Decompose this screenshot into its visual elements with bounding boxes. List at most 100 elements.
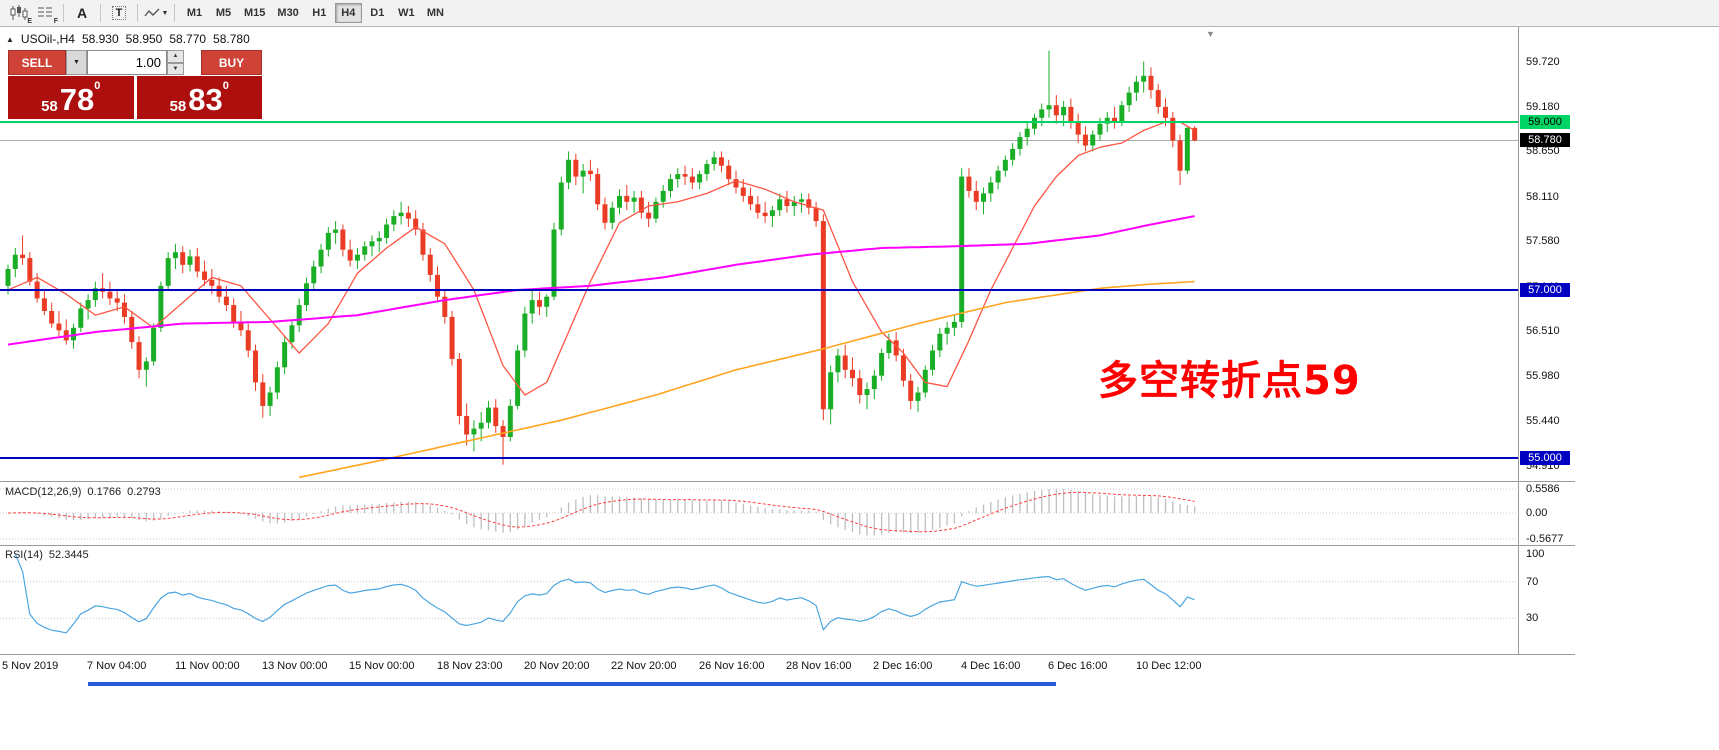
candle-body xyxy=(675,174,681,180)
bar-low-value: 58.770 xyxy=(169,32,207,46)
icon-subletter: E xyxy=(27,17,32,25)
rsi-axis-label: 70 xyxy=(1526,576,1539,588)
volume-dropdown-button[interactable]: ▼ xyxy=(66,50,87,75)
sell-button[interactable]: SELL xyxy=(8,50,66,75)
candle-body xyxy=(303,283,309,306)
sell-price-display[interactable]: 58 78 0 xyxy=(8,76,134,119)
candle-body xyxy=(1017,137,1023,149)
candle-body xyxy=(551,229,557,297)
candle-body xyxy=(558,182,564,230)
candle-body xyxy=(791,201,797,206)
buy-button[interactable]: BUY xyxy=(201,50,262,75)
candle-body xyxy=(478,422,484,429)
candle-body xyxy=(900,355,906,381)
candle-body xyxy=(1112,117,1118,122)
chart-text-annotation: 多空转折点59 xyxy=(1098,358,1361,404)
timeframe-mn[interactable]: MN xyxy=(422,3,449,23)
candle-body xyxy=(267,392,273,406)
panel-separator[interactable] xyxy=(0,545,1575,546)
candle-body xyxy=(820,221,826,410)
time-label: 18 Nov 23:00 xyxy=(437,660,503,672)
bar-high-value: 58.950 xyxy=(125,32,163,46)
volume-increase-button[interactable]: ▲ xyxy=(167,50,184,63)
candle-body xyxy=(966,176,972,191)
template-icon[interactable]: T xyxy=(106,3,132,24)
rsi-line xyxy=(14,553,1195,634)
candle-body xyxy=(748,195,754,205)
buy-price-pips: 83 xyxy=(188,82,223,117)
candle-body xyxy=(944,327,950,334)
candle-body xyxy=(1002,159,1008,171)
volume-decrease-button[interactable]: ▼ xyxy=(167,62,184,75)
toolbar-separator xyxy=(63,4,64,22)
time-axis[interactable]: 5 Nov 2019 7 Nov 04:00 11 Nov 00:00 13 Nov … xyxy=(0,654,1575,676)
timeframe-m1[interactable]: M1 xyxy=(181,3,208,23)
chart-ohlc-header: ▲ USOil-,H4 58.930 58.950 58.770 58.780 xyxy=(6,32,250,46)
icon-subletter: F xyxy=(53,17,58,25)
volume-input[interactable] xyxy=(87,50,167,75)
timeframe-m15[interactable]: M15 xyxy=(239,3,270,23)
timeframe-m30[interactable]: M30 xyxy=(272,3,303,23)
candle-body xyxy=(544,296,550,307)
candle-body xyxy=(580,170,586,177)
timeframe-w1[interactable]: W1 xyxy=(393,3,420,23)
time-label: 2 Dec 16:00 xyxy=(873,660,933,672)
time-label: 28 Nov 16:00 xyxy=(786,660,852,672)
candle-body xyxy=(828,372,834,410)
time-label: 20 Nov 20:00 xyxy=(524,660,590,672)
panel-separator[interactable] xyxy=(0,481,1575,482)
timeframe-d1[interactable]: D1 xyxy=(364,3,391,23)
candle-body xyxy=(893,340,899,356)
candle-body xyxy=(740,187,746,196)
collapse-trade-panel-icon[interactable]: ▲ xyxy=(6,34,14,44)
macd-label: MACD(12,26,9) 0.1766 0.2793 xyxy=(5,486,161,498)
ma-line-slow xyxy=(299,280,1195,479)
time-label: 26 Nov 16:00 xyxy=(699,660,765,672)
candle-body xyxy=(973,190,979,202)
candle-body xyxy=(398,212,404,217)
price-tick-label: 55.440 xyxy=(1526,415,1560,428)
time-label: 22 Nov 20:00 xyxy=(611,660,677,672)
price-tick-label: 59.720 xyxy=(1526,55,1560,68)
candle-body xyxy=(1039,109,1045,118)
candle-body xyxy=(56,323,62,331)
macd-panel[interactable] xyxy=(0,482,1518,545)
text-tool-icon[interactable]: A xyxy=(76,5,88,21)
line-style-icon[interactable]: ▼ xyxy=(143,3,169,24)
price-tag-58.780: 58.780 xyxy=(1520,133,1570,148)
price-tick-label: 55.980 xyxy=(1526,369,1560,382)
candle-body xyxy=(41,298,47,311)
candle-body xyxy=(311,266,317,284)
candle-body xyxy=(282,342,288,368)
timeframe-h1[interactable]: H1 xyxy=(306,3,333,23)
candle-body xyxy=(697,174,703,183)
candle-body xyxy=(464,416,470,435)
candlestick-chart-icon[interactable]: E xyxy=(6,3,32,25)
candle-body xyxy=(915,392,921,401)
price-tick-label: 58.650 xyxy=(1526,145,1560,158)
chart-shift-marker[interactable]: ▼ xyxy=(1206,29,1215,39)
candle-body xyxy=(1061,106,1067,116)
main-chart[interactable] xyxy=(0,27,1518,481)
timeframe-m5[interactable]: M5 xyxy=(210,3,237,23)
candle-body xyxy=(194,256,200,272)
candle-body xyxy=(1053,105,1059,116)
candle-body xyxy=(442,296,448,317)
bar-grid-icon[interactable]: F xyxy=(32,3,58,25)
rsi-panel[interactable] xyxy=(0,546,1518,652)
macd-axis-label: 0.00 xyxy=(1526,507,1548,519)
candle-body xyxy=(595,174,601,205)
candle-body xyxy=(136,342,142,370)
candle-body xyxy=(813,207,819,222)
candle-body xyxy=(1046,105,1052,110)
timeframe-h4[interactable]: H4 xyxy=(334,3,362,23)
candle-body xyxy=(92,288,98,301)
candle-body xyxy=(609,207,615,223)
candle-body xyxy=(646,212,652,219)
candle-body xyxy=(253,350,259,383)
candle-body xyxy=(114,298,120,303)
sell-price-integer: 58 xyxy=(41,98,58,115)
buy-price-display[interactable]: 58 83 0 xyxy=(136,76,262,119)
candle-body xyxy=(5,269,11,286)
